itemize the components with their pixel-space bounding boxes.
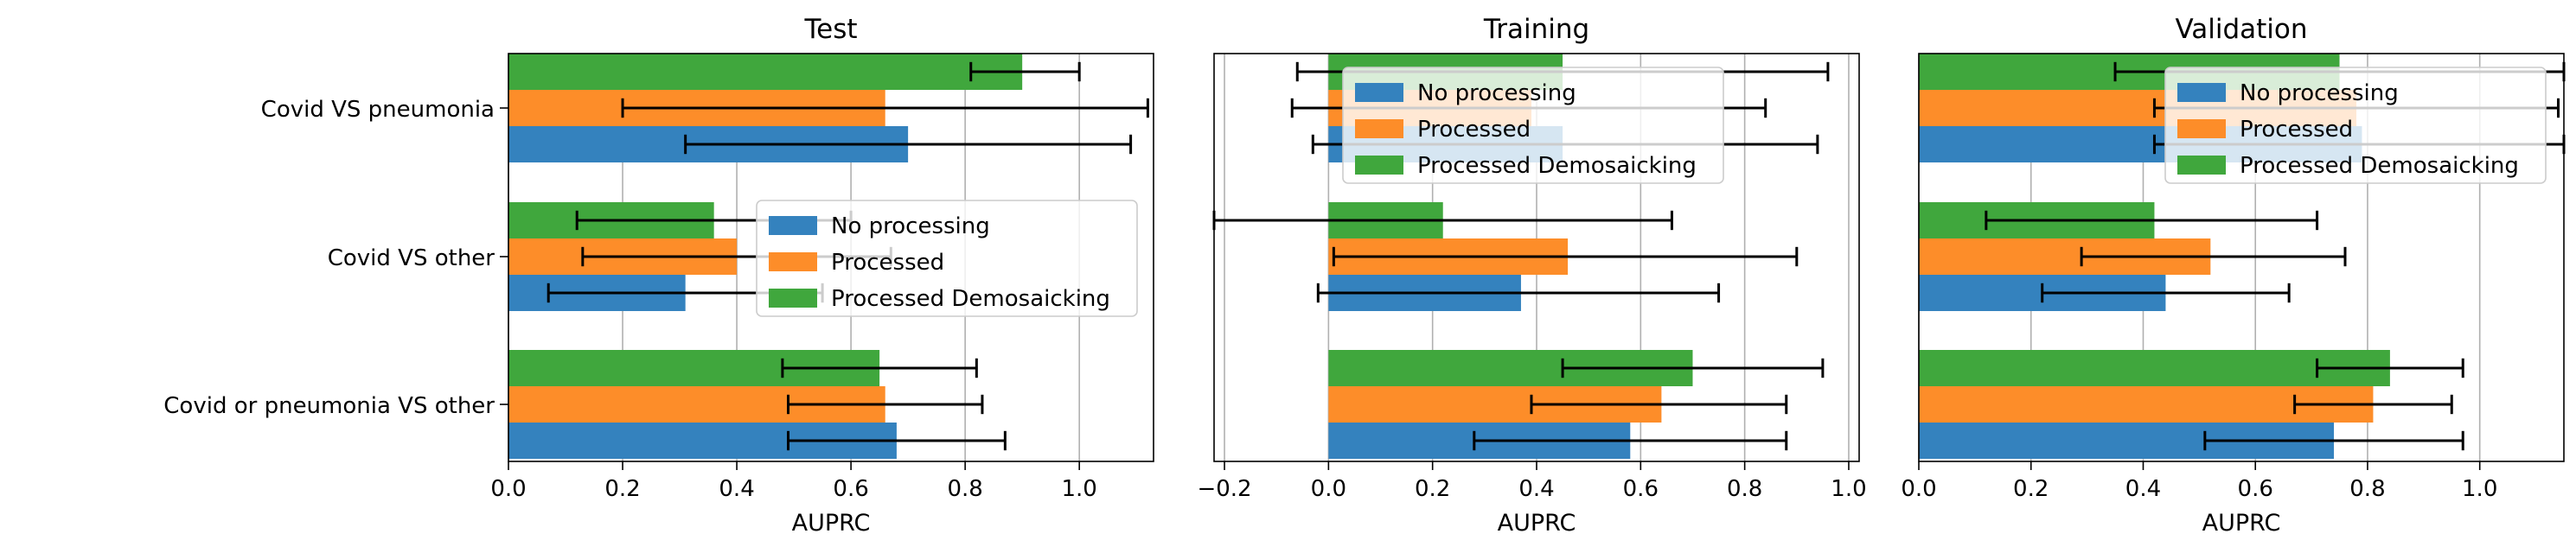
y-tick-label: Covid or pneumonia VS other bbox=[163, 393, 495, 419]
legend-swatch bbox=[769, 289, 817, 308]
x-tick-label: 0.6 bbox=[1623, 476, 1659, 502]
legend-label: Processed Demosaicking bbox=[831, 286, 1110, 312]
legend-swatch bbox=[1355, 119, 1403, 138]
x-tick-label: 0.0 bbox=[1901, 476, 1936, 502]
axes-frame bbox=[1918, 53, 2565, 462]
legend-swatch bbox=[1355, 156, 1403, 175]
x-tick-label: 0.0 bbox=[490, 476, 526, 502]
legend-swatch bbox=[2177, 119, 2226, 138]
legend-swatch bbox=[769, 252, 817, 271]
legend-label: Processed Demosaicking bbox=[2240, 153, 2519, 179]
x-axis-label: AUPRC bbox=[792, 510, 871, 537]
x-tick-label: 1.0 bbox=[2462, 476, 2497, 502]
axes-frame bbox=[508, 53, 1154, 462]
legend-label: No processing bbox=[2240, 80, 2399, 106]
legend-box bbox=[756, 200, 1138, 317]
legend-label: Processed Demosaicking bbox=[1417, 153, 1697, 179]
x-tick-label: 0.4 bbox=[2125, 476, 2161, 502]
legend: No processing Processed Processed Demosaic… bbox=[2164, 67, 2547, 184]
x-tick-label: 0.0 bbox=[1311, 476, 1346, 502]
x-tick-label: 0.6 bbox=[2238, 476, 2273, 502]
y-tick-label: Covid VS other bbox=[328, 245, 495, 271]
bar bbox=[1919, 350, 2390, 386]
y-tick-label: Covid VS pneumonia bbox=[261, 97, 495, 123]
x-tick-label: 0.8 bbox=[1727, 476, 1762, 502]
chart-panel-2: −0.2 0.0 0.2 0.4 0.6 0.8 1.0 AUPRC Training No pr… bbox=[1197, 14, 1866, 537]
panel-title: Training bbox=[1483, 14, 1589, 45]
legend: No processing Processed Processed Demosaic… bbox=[756, 200, 1138, 317]
x-tick-label: 0.2 bbox=[1415, 476, 1450, 502]
x-tick-label: 0.4 bbox=[719, 476, 754, 502]
chart-panel-1: 0.0 0.2 0.4 0.6 0.8 1.0 AUPRC Test Covid VS pneu… bbox=[163, 14, 1154, 537]
x-tick-label: 1.0 bbox=[1831, 476, 1866, 502]
x-tick-label: 1.0 bbox=[1061, 476, 1096, 502]
legend: No processing Processed Processed Demosaic… bbox=[1342, 67, 1724, 184]
legend-label: Processed bbox=[1417, 117, 1531, 143]
bar bbox=[508, 54, 1023, 90]
legend-box bbox=[1342, 67, 1724, 184]
x-tick-label: 0.2 bbox=[604, 476, 640, 502]
panel-title: Validation bbox=[2175, 14, 2307, 45]
x-tick-label: 0.4 bbox=[1518, 476, 1554, 502]
legend-swatch bbox=[1355, 83, 1403, 102]
x-axis-label: AUPRC bbox=[2202, 510, 2281, 537]
x-tick-label: 0.6 bbox=[833, 476, 868, 502]
x-tick-label: 0.2 bbox=[2013, 476, 2049, 502]
legend-label: No processing bbox=[831, 213, 990, 239]
legend-swatch bbox=[2177, 156, 2226, 175]
chart-panel-3: 0.0 0.2 0.4 0.6 0.8 1.0 AUPRC Validation No proc… bbox=[1901, 14, 2566, 537]
x-tick-label: −0.2 bbox=[1197, 476, 1251, 502]
legend-label: Processed bbox=[831, 250, 944, 276]
legend-label: No processing bbox=[1417, 80, 1576, 106]
x-axis-label: AUPRC bbox=[1498, 510, 1576, 537]
legend-label: Processed bbox=[2240, 117, 2353, 143]
legend-swatch bbox=[2177, 83, 2226, 102]
x-tick-label: 0.8 bbox=[947, 476, 982, 502]
panel-title: Test bbox=[803, 14, 857, 45]
x-tick-label: 0.8 bbox=[2349, 476, 2385, 502]
legend-box bbox=[2164, 67, 2547, 184]
legend-swatch bbox=[769, 216, 817, 235]
